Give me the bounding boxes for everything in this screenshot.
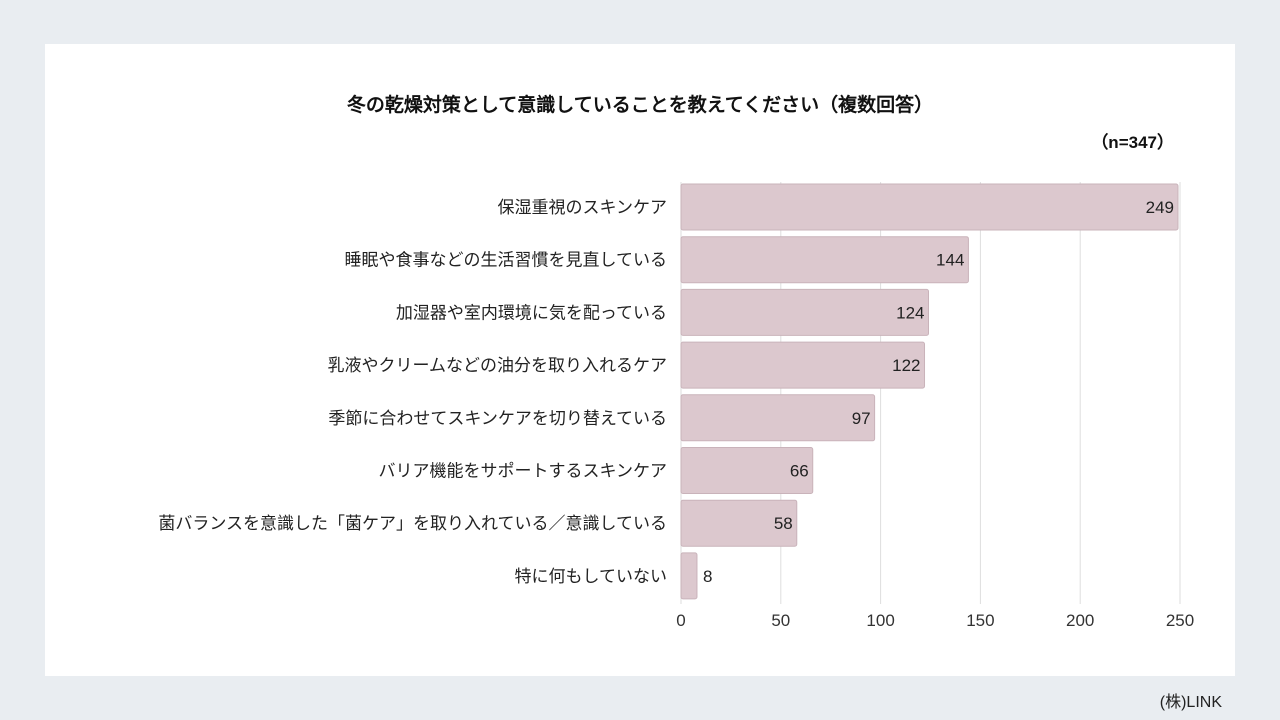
category-label: 加湿器や室内環境に気を配っている <box>396 303 667 322</box>
category-label: 乳液やクリームなどの油分を取り入れるケア <box>328 356 668 375</box>
value-label: 122 <box>892 356 920 375</box>
value-label: 8 <box>703 567 712 586</box>
x-tick-label: 100 <box>866 611 894 630</box>
bar <box>680 183 1179 231</box>
category-label: 特に何もしていない <box>515 567 668 586</box>
category-label: 睡眠や食事などの生活習慣を見直している <box>345 251 668 270</box>
bar <box>680 394 876 442</box>
chart-title: 冬の乾燥対策として意識していることを教えてください（複数回答） <box>346 95 934 116</box>
bar <box>680 288 930 336</box>
value-label: 66 <box>790 462 809 481</box>
category-label: 季節に合わせてスキンケアを切り替えている <box>328 409 667 428</box>
value-label: 97 <box>852 409 871 428</box>
category-label: 菌バランスを意識した「菌ケア」を取り入れている／意識している <box>158 514 667 533</box>
x-tick-label: 50 <box>771 611 790 630</box>
credit: (株)LINK <box>1159 694 1222 711</box>
value-label: 124 <box>896 303 924 322</box>
bar <box>680 552 698 600</box>
x-tick-label: 200 <box>1066 611 1094 630</box>
category-label: バリア機能をサポートするスキンケア <box>379 462 668 481</box>
sample-size: （n=347） <box>1091 133 1174 152</box>
bar <box>680 236 969 284</box>
value-label: 144 <box>936 251 964 270</box>
value-label: 58 <box>774 514 793 533</box>
x-tick-label: 0 <box>676 611 685 630</box>
x-tick-label: 250 <box>1166 611 1194 630</box>
category-label: 保湿重視のスキンケア <box>498 198 668 217</box>
bar <box>680 341 926 389</box>
bar <box>680 499 798 547</box>
bar <box>680 447 814 494</box>
chart-card <box>45 44 1235 676</box>
value-label: 249 <box>1146 198 1174 217</box>
x-tick-label: 150 <box>966 611 994 630</box>
